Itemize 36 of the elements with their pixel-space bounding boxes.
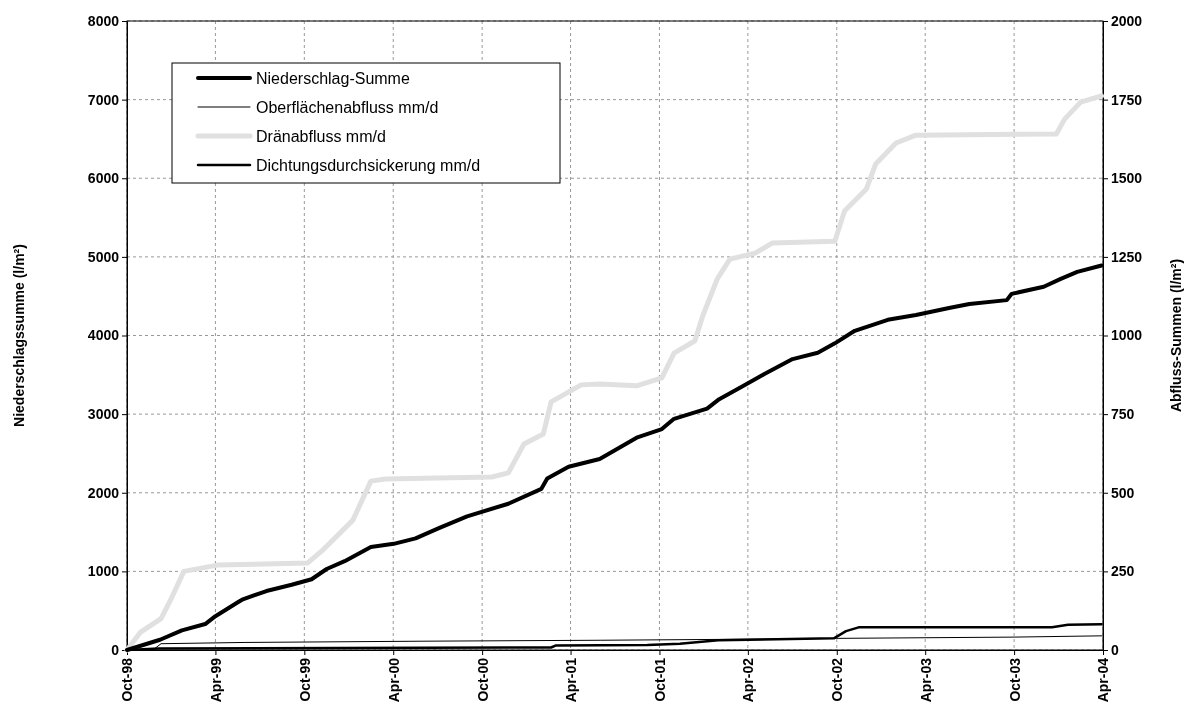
x-tick-label: Oct-03: [1006, 657, 1023, 702]
legend-label: Dichtungsdurchsickerung mm/d: [256, 156, 481, 174]
y2-tick-label: 1500: [1111, 170, 1143, 187]
legend-label: Dränabfluss mm/d: [256, 127, 386, 145]
y-tick-label: 1000: [87, 563, 120, 580]
y2-tick-label: 0: [1111, 641, 1119, 658]
x-tick-label: Apr-00: [385, 657, 402, 703]
y2-tick-label: 1250: [1111, 248, 1143, 265]
y-tick-label: 5000: [87, 248, 120, 265]
y-tick-label: 7000: [87, 91, 120, 108]
y2-tick-label: 250: [1111, 563, 1135, 580]
y-axis-title: Niederschlagssumme (l/m²): [11, 244, 27, 427]
y2-tick-label: 2000: [1111, 12, 1143, 29]
x-tick-label: Oct-02: [829, 657, 846, 702]
y2-tick-label: 1000: [1111, 327, 1143, 344]
x-tick-label: Oct-98: [119, 657, 136, 702]
y-tick-label: 8000: [87, 12, 120, 29]
x-tick-label: Apr-99: [207, 657, 224, 703]
x-tick-label: Apr-03: [917, 657, 934, 703]
y-tick-label: 4000: [87, 327, 120, 344]
y-tick-label: 0: [111, 641, 120, 658]
x-tick-label: Oct-99: [296, 657, 313, 702]
legend-label: Oberflächenabfluss mm/d: [256, 98, 439, 116]
x-tick-label: Oct-01: [651, 657, 668, 702]
y-tick-label: 2000: [87, 484, 120, 501]
y2-tick-label: 500: [1111, 484, 1135, 501]
y2-axis-title: Abfluss-Summen (l/m²): [1168, 258, 1184, 413]
x-tick-label: Apr-02: [740, 657, 757, 703]
x-tick-label: Apr-01: [562, 657, 579, 703]
x-tick-label: Oct-00: [474, 657, 491, 702]
y2-tick-label: 750: [1111, 406, 1135, 423]
y-tick-label: 6000: [87, 170, 120, 187]
y-tick-label: 3000: [87, 406, 120, 423]
y2-tick-label: 1750: [1111, 91, 1143, 108]
legend-label: Niederschlag-Summe: [256, 69, 410, 87]
x-tick-label: Apr-04: [1095, 657, 1112, 703]
